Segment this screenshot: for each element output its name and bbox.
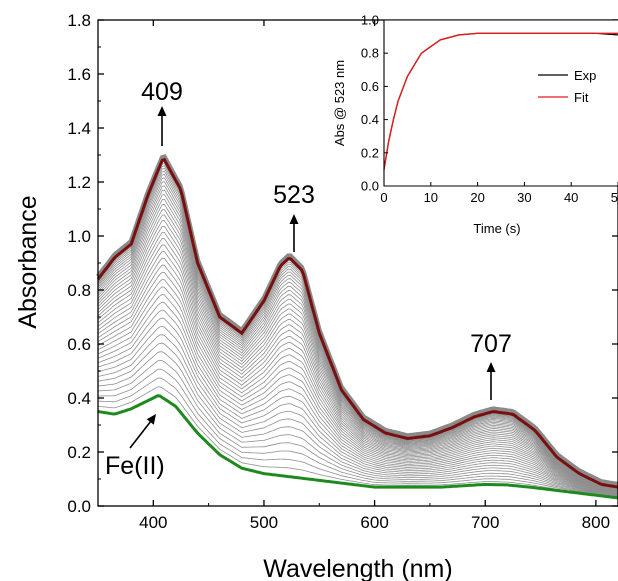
intermediate-spectrum (97, 189, 618, 489)
inset-x-ticks: 0 10 20 30 40 50 (380, 182, 618, 205)
inset-y-axis-label: Abs @ 523 nm (332, 60, 347, 146)
main-x-axis-label: Wavelength (nm) (263, 555, 452, 581)
inset-x-tick-label: 0 (380, 190, 387, 205)
inset-y-tick-label: 0.6 (361, 79, 379, 94)
main-x-ticks: 400 500 600 700 800 (139, 20, 610, 532)
intermediate-spectrum (97, 359, 618, 497)
initial-spectrum-line (97, 394, 618, 500)
intermediate-spectrum (97, 334, 618, 496)
inset-y-tick-label: 0.0 (361, 179, 379, 194)
annotation-523-label: 523 (273, 181, 315, 209)
main-y-axis-label: Absorbance (14, 195, 42, 328)
annotation-409: 409 (141, 78, 183, 146)
inset-y-tick-label: 1.0 (361, 13, 379, 28)
annotation-fe-ii: Fe(II) (105, 414, 165, 480)
main-plot: 400 500 600 700 800 0.00.20.40.60.81.01.21.4… (14, 11, 618, 581)
inset-x-tick-label: 50 (611, 190, 618, 205)
main-y-tick-label: 0.2 (67, 443, 91, 462)
intermediate-spectrum (98, 368, 618, 497)
annotation-523-arrowhead (289, 214, 299, 224)
intermediate-spectrum (97, 238, 618, 492)
inset-y-tick-label: 0.8 (361, 46, 379, 61)
intermediate-spectrum (97, 377, 618, 498)
intermediate-spectrum (97, 257, 618, 492)
intermediate-spectrum (97, 278, 618, 493)
inset-y-ticks: 0.0 0.2 0.4 0.6 0.8 1.0 (361, 13, 388, 194)
intermediate-spectrum (97, 309, 618, 495)
inset-fit-line (383, 32, 618, 170)
intermediate-spectrum (97, 220, 618, 491)
intermediate-spectrum (97, 209, 618, 490)
intermediate-spectrum (97, 264, 618, 493)
intermediate-spectrum (97, 203, 618, 490)
inset-legend: Exp Fit (538, 68, 596, 105)
main-y-tick-label: 1.6 (67, 65, 91, 84)
annotation-707: 707 (470, 330, 512, 400)
main-x-tick-label: 700 (471, 513, 499, 532)
inset-x-tick-label: 10 (424, 190, 438, 205)
main-x-tick-label: 800 (582, 513, 610, 532)
annotation-707-label: 707 (470, 330, 512, 358)
main-y-tick-label: 0.6 (67, 335, 91, 354)
main-y-tick-label: 0.0 (67, 497, 91, 516)
intermediate-spectrum (97, 232, 618, 491)
intermediate-spectrum (97, 342, 618, 496)
main-y-ticks: 0.0 0.2 0.4 0.6 0.8 1.0 1.2 1.4 1.6 1.8 (67, 11, 618, 516)
annotation-fe-ii-label: Fe(II) (105, 452, 165, 480)
intermediate-spectrum (97, 181, 618, 489)
main-x-tick-label: 500 (250, 513, 278, 532)
main-y-tick-label: 1.8 (67, 11, 91, 30)
intermediate-spectrum (97, 251, 618, 492)
intermediate-spectrum (97, 194, 618, 490)
intermediate-spectrum (97, 225, 618, 491)
intermediate-spectrum (97, 198, 618, 490)
inset-background (384, 20, 618, 186)
intermediate-spectrum (97, 293, 618, 494)
main-y-tick-label: 1.2 (67, 173, 91, 192)
intermediate-spectrum (97, 271, 618, 493)
intermediate-spectrum (97, 170, 618, 488)
legend-label-exp: Exp (574, 68, 596, 83)
intermediate-spectrum (97, 214, 618, 490)
intermediate-spectrum (97, 317, 618, 495)
annotation-523: 523 (273, 181, 315, 252)
intermediate-spectrum (97, 325, 618, 496)
main-x-tick-label: 600 (360, 513, 388, 532)
annotation-409-arrowhead (157, 106, 167, 116)
intermediate-spectrum (97, 386, 618, 498)
annotation-707-arrowhead (486, 362, 496, 372)
main-y-tick-label: 1.4 (67, 119, 91, 138)
intermediate-spectrum (97, 173, 618, 489)
inset-y-tick-label: 0.2 (361, 145, 379, 160)
inset-x-tick-label: 20 (470, 190, 484, 205)
intermediate-spectrum (97, 177, 618, 489)
main-y-tick-label: 0.4 (67, 389, 91, 408)
annotation-fe-ii-arrowhead (146, 414, 156, 425)
main-y-tick-label: 1.0 (67, 227, 91, 246)
main-curves (96, 153, 618, 500)
inset-x-tick-label: 40 (564, 190, 578, 205)
inset-curves (383, 32, 618, 170)
main-x-tick-label: 400 (139, 513, 167, 532)
inset-y-tick-label: 0.4 (361, 112, 379, 127)
intermediate-spectrum (97, 286, 618, 494)
inset-x-axis-label: Time (s) (473, 221, 520, 236)
intermediate-spectrum (97, 301, 618, 494)
legend-label-fit: Fit (574, 90, 589, 105)
annotation-409-label: 409 (141, 78, 183, 106)
intermediate-spectrum (97, 185, 618, 489)
annotation-fe-ii-arrow (129, 420, 152, 449)
intermediate-spectrum (97, 244, 618, 492)
intermediate-spectrum (97, 351, 618, 497)
final-spectrum-line (96, 157, 618, 489)
main-y-tick-label: 0.8 (67, 281, 91, 300)
inset-x-tick-label: 30 (517, 190, 531, 205)
